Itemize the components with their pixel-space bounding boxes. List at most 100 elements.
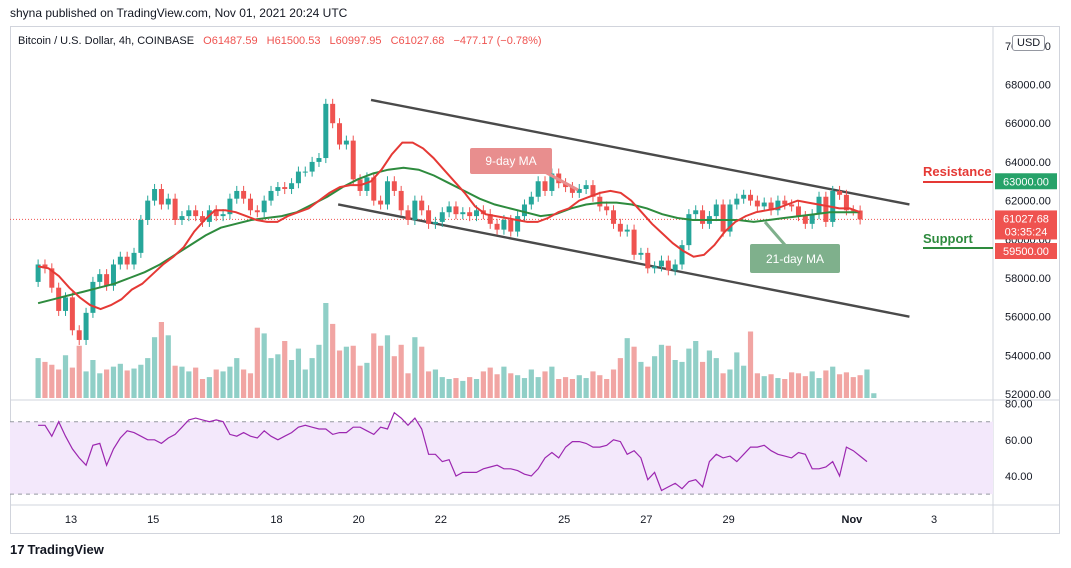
volume-bar [193, 367, 199, 398]
volume-bar [460, 380, 466, 398]
candle-body [117, 256, 123, 265]
candle-body [350, 140, 356, 180]
volume-bar [830, 366, 836, 398]
volume-bar [124, 370, 130, 398]
volume-bar [823, 370, 829, 398]
ma9-callout-box [470, 148, 552, 174]
volume-bar [761, 376, 767, 398]
volume-bar [528, 369, 534, 398]
volume-bar [686, 348, 692, 398]
volume-bar [789, 372, 795, 398]
volume-bar [405, 373, 411, 398]
volume-bar [473, 379, 480, 398]
last-price-badge-bg [995, 210, 1057, 240]
candle-body [391, 181, 397, 191]
candle-body [528, 196, 534, 205]
volume-bar [836, 374, 843, 398]
ohlc-open: O61487.59 [203, 35, 258, 47]
price-tick-label: 62000.00 [1005, 196, 1051, 208]
volume-bar [378, 345, 384, 398]
candle-body [343, 140, 349, 145]
volume-bar [453, 378, 459, 398]
published-line: shyna published on TradingView.com, Nov … [10, 6, 348, 20]
time-tick-label: 13 [65, 514, 77, 526]
volume-bar [480, 371, 486, 398]
rsi-tick-label: 60.00 [1005, 435, 1033, 447]
volume-bar [275, 354, 281, 398]
volume-bar [562, 377, 569, 398]
candle-body [371, 177, 377, 201]
support-price-badge-bg [995, 242, 1057, 259]
volume-bar [556, 379, 562, 398]
price-tick-label: 58000.00 [1005, 273, 1051, 285]
volume-bar [741, 365, 747, 398]
volume-bar [104, 369, 110, 398]
volume-bar [42, 361, 48, 398]
resistance-label: Resistance [923, 164, 992, 179]
volume-bar [617, 358, 623, 398]
bar-countdown-label: 03:35:24 [1005, 226, 1048, 238]
volume-bar [432, 369, 439, 398]
candle-body [542, 181, 548, 191]
volume-bar [165, 335, 171, 398]
volume-bar [295, 348, 302, 398]
candle-body [748, 194, 754, 201]
candle-body [302, 171, 308, 173]
candle-body [474, 210, 480, 217]
volume-bar [645, 366, 651, 398]
volume-bar [775, 378, 781, 398]
candle-body [220, 214, 226, 217]
volume-bar [638, 361, 644, 398]
time-tick-label: 25 [558, 514, 570, 526]
volume-bar [720, 373, 726, 398]
volume-bar [419, 346, 425, 398]
ohlc-legend: Bitcoin / U.S. Dollar, 4h, COINBASE O614… [18, 35, 542, 47]
candle-body [90, 281, 96, 313]
candle-body [193, 210, 199, 217]
last-price-badge-label: 61027.68 [1003, 213, 1049, 225]
volume-bar [49, 364, 55, 398]
ohlc-change: −477.17 (−0.78%) [453, 35, 542, 47]
volume-bar [754, 373, 760, 398]
volume-bar [357, 365, 363, 398]
candle-body [761, 202, 767, 207]
candle-body [56, 287, 62, 311]
price-tick-label: 64000.00 [1005, 157, 1051, 169]
channel-upper-line [370, 98, 910, 206]
volume-bar [802, 376, 808, 398]
candle-body [405, 210, 411, 220]
volume-bar [364, 362, 370, 398]
candle-body [419, 200, 425, 211]
candle-body [42, 264, 48, 269]
candle-body [384, 181, 390, 205]
volume-bar [508, 373, 514, 398]
candle-body [597, 196, 603, 207]
candle-body [76, 330, 82, 340]
currency-badge[interactable]: USD [1012, 35, 1046, 51]
volume-bar [343, 346, 349, 398]
candle-body [97, 274, 103, 282]
time-tick-label: 20 [353, 514, 365, 526]
volume-bar [261, 333, 267, 398]
candle-body [720, 204, 726, 232]
volume-bar [425, 371, 432, 398]
candle-body [535, 181, 541, 197]
volume-bar [268, 358, 274, 398]
volume-bar [658, 344, 665, 398]
volume-bar [871, 393, 877, 398]
candle-body [186, 210, 192, 217]
candle-body [850, 210, 856, 212]
tradingview-logo[interactable]: 17 TradingView [10, 542, 104, 557]
volume-bar [117, 363, 123, 398]
candle-body [631, 229, 637, 255]
volume-bar [131, 368, 137, 398]
volume-bar [521, 378, 528, 398]
support-price-badge-label: 59500.00 [1003, 246, 1049, 258]
volume-bar [97, 373, 103, 398]
volume-bar [624, 338, 630, 398]
symbol-label[interactable]: Bitcoin / U.S. Dollar, 4h, COINBASE [18, 35, 195, 47]
candle-body [611, 210, 617, 224]
volume-bar [330, 323, 336, 398]
candle-body [158, 189, 164, 205]
